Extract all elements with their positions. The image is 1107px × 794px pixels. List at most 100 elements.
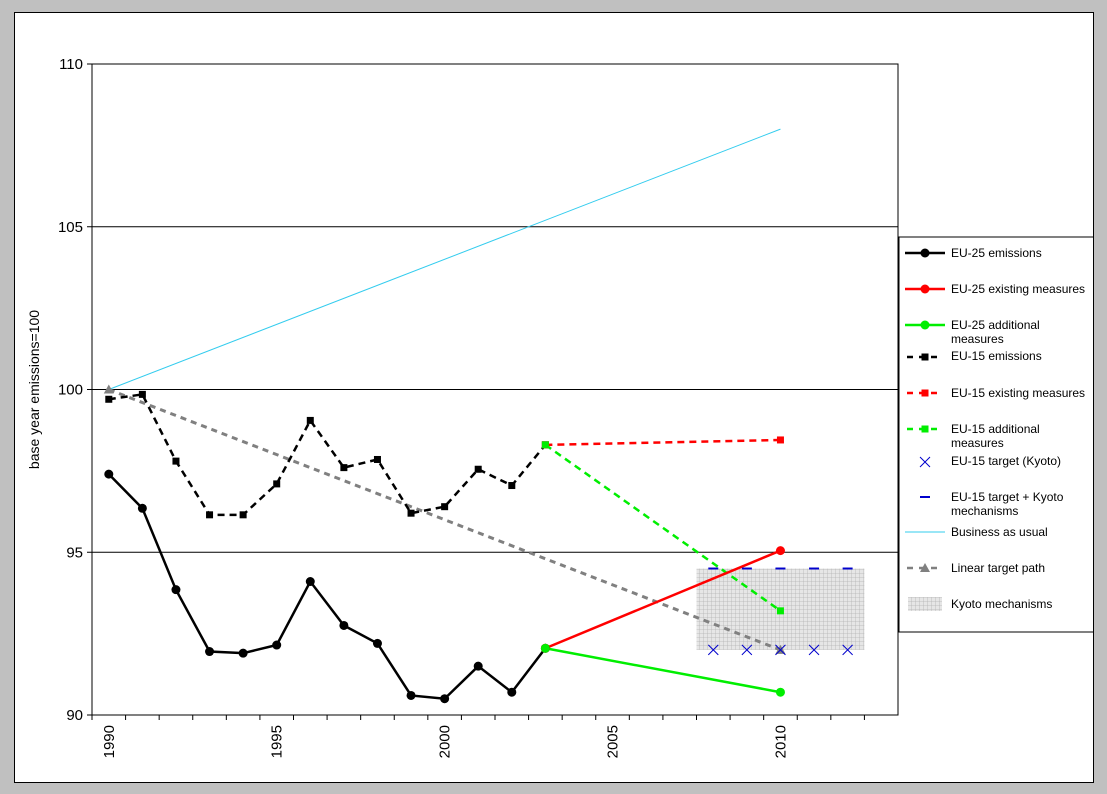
legend-label: EU-25 existing measures	[951, 282, 1085, 296]
data-point	[339, 620, 349, 630]
data-point	[273, 480, 281, 488]
legend-box	[898, 236, 1093, 633]
x-axis: 1990 1995 2000 2005 2010	[91, 715, 865, 758]
data-point	[741, 644, 753, 656]
legend-label-line: mechanisms	[951, 504, 1018, 518]
y-tick-label: 95	[66, 544, 83, 561]
data-point	[372, 638, 382, 648]
data-point	[239, 511, 247, 519]
legend-label: EU-15 additional measures	[951, 422, 1040, 450]
x-tick-label: 2000	[437, 725, 454, 758]
data-point	[440, 694, 450, 704]
y-tick-label: 110	[59, 56, 83, 73]
y-tick-label: 90	[66, 707, 83, 724]
data-point	[105, 395, 113, 403]
legend-item: EU-15 additional measures	[907, 422, 1040, 450]
plot-area	[91, 63, 899, 716]
data-point	[707, 644, 719, 656]
legend-label: EU-15 existing measures	[951, 386, 1085, 400]
data-point	[104, 469, 114, 479]
legend-item: EU-15 target + Kyoto mechanisms	[920, 490, 1064, 518]
legend-label: Kyoto mechanisms	[951, 597, 1052, 611]
data-point	[137, 503, 147, 513]
data-point	[340, 464, 348, 472]
data-point	[441, 503, 449, 511]
data-point	[473, 661, 483, 671]
legend-label: EU-15 target (Kyoto)	[951, 454, 1061, 468]
legend-item: EU-25 emissions	[905, 246, 1042, 260]
legend-item: Business as usual	[905, 525, 1048, 539]
legend-item: EU-25 additional measures	[905, 318, 1040, 346]
legend-swatch-marker	[921, 389, 929, 397]
data-point	[138, 390, 146, 398]
eu15-additional-markers	[541, 441, 784, 615]
eu25-additional-line	[545, 647, 781, 694]
legend-item: EU-15 target (Kyoto)	[919, 454, 1061, 468]
gridlines	[92, 226, 898, 553]
legend-label-line: measures	[951, 332, 1004, 346]
data-point	[776, 436, 784, 444]
y-axis: 90 95 100 105 110	[58, 56, 92, 724]
eu15-emissions-markers	[105, 390, 549, 519]
y-tick-label: 105	[58, 219, 83, 236]
x-tick-label: 1990	[101, 725, 118, 758]
legend-swatch-marker	[920, 320, 930, 330]
chart-frame: 90 95 100 105 110 base year emissions=100 1990…	[14, 12, 1094, 783]
data-point	[474, 465, 482, 473]
legend-label: EU-15 target + Kyoto mechanisms	[951, 490, 1064, 518]
legend-swatch-marker	[920, 563, 930, 572]
data-point	[808, 644, 820, 656]
x-tick-label: 1995	[269, 725, 286, 758]
data-point	[541, 441, 549, 449]
data-point	[206, 511, 214, 519]
data-point	[775, 546, 785, 556]
legend-swatch-marker	[920, 248, 930, 258]
legend-label: EU-25 additional measures	[951, 318, 1040, 346]
data-point	[272, 640, 282, 650]
legend-label-line: EU-15 target + Kyoto	[951, 490, 1064, 504]
eu25-emissions-line	[107, 473, 547, 701]
data-point	[842, 644, 853, 656]
legend-swatch-marker	[919, 456, 931, 468]
legend: EU-25 emissions EU-25 existing measures EU…	[898, 236, 1093, 633]
eu15-emissions-line	[108, 393, 547, 517]
data-point	[406, 690, 416, 700]
data-point	[775, 687, 785, 697]
legend-label: Business as usual	[951, 525, 1048, 539]
data-point	[103, 384, 114, 394]
legend-label-line: measures	[951, 436, 1004, 450]
data-point	[407, 509, 415, 517]
business-as-usual-line	[108, 128, 781, 390]
data-point	[508, 482, 516, 490]
eu25-additional-markers	[540, 643, 785, 697]
data-point	[775, 644, 786, 656]
data-point	[306, 416, 314, 424]
legend-swatch-marker	[920, 284, 930, 294]
legend-item: EU-15 emissions	[907, 349, 1042, 363]
data-point	[205, 647, 215, 657]
data-point	[373, 455, 381, 463]
legend-label-line: EU-15 additional	[951, 422, 1040, 436]
legend-item: Linear target path	[907, 561, 1045, 575]
eu15-target-markers	[707, 644, 853, 656]
legend-item: Kyoto mechanisms	[908, 597, 1052, 611]
eu15-existing-line	[545, 438, 781, 447]
x-tick-label: 2005	[605, 725, 622, 758]
legend-label: Linear target path	[951, 561, 1045, 575]
legend-item: EU-25 existing measures	[905, 282, 1085, 296]
x-tick-label: 2010	[772, 725, 789, 758]
data-point	[540, 643, 550, 653]
legend-swatch-area	[908, 597, 942, 611]
legend-swatch-marker	[921, 425, 929, 433]
legend-label-line: EU-25 additional	[951, 318, 1040, 332]
data-point	[171, 585, 181, 595]
chart-svg: 90 95 100 105 110 base year emissions=100 1990…	[26, 56, 1093, 758]
legend-swatch-marker	[921, 353, 929, 361]
data-point	[238, 648, 248, 658]
y-axis-title: base year emissions=100	[26, 310, 42, 469]
data-point	[305, 577, 315, 587]
eu25-existing-line	[544, 549, 781, 650]
data-point	[172, 457, 180, 465]
data-point	[507, 687, 517, 697]
y-tick-label: 100	[58, 382, 83, 399]
